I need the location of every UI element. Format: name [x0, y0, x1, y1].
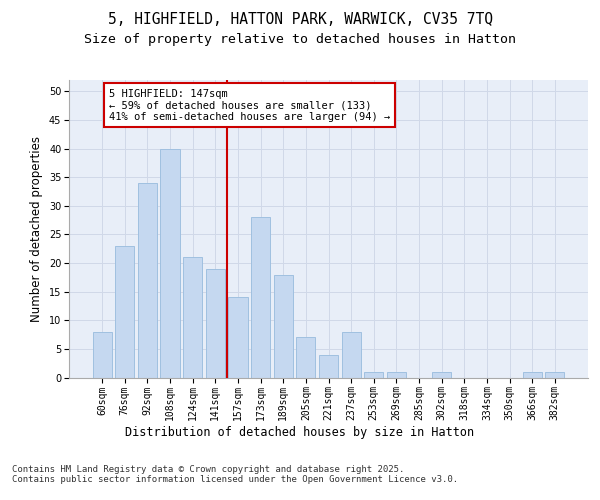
Bar — [387, 372, 406, 378]
Bar — [160, 148, 180, 378]
Bar — [319, 354, 338, 378]
Bar — [115, 246, 134, 378]
Bar — [432, 372, 451, 378]
Text: Size of property relative to detached houses in Hatton: Size of property relative to detached ho… — [84, 32, 516, 46]
Bar — [296, 338, 316, 378]
Text: 5, HIGHFIELD, HATTON PARK, WARWICK, CV35 7TQ: 5, HIGHFIELD, HATTON PARK, WARWICK, CV35… — [107, 12, 493, 28]
Bar — [341, 332, 361, 378]
Bar — [364, 372, 383, 378]
Text: Distribution of detached houses by size in Hatton: Distribution of detached houses by size … — [125, 426, 475, 439]
Bar — [523, 372, 542, 378]
Bar — [229, 298, 248, 378]
Bar — [274, 274, 293, 378]
Bar — [206, 269, 225, 378]
Y-axis label: Number of detached properties: Number of detached properties — [31, 136, 43, 322]
Text: 5 HIGHFIELD: 147sqm
← 59% of detached houses are smaller (133)
41% of semi-detac: 5 HIGHFIELD: 147sqm ← 59% of detached ho… — [109, 88, 390, 122]
Bar — [545, 372, 565, 378]
Bar — [92, 332, 112, 378]
Text: Contains HM Land Registry data © Crown copyright and database right 2025.
Contai: Contains HM Land Registry data © Crown c… — [12, 465, 458, 484]
Bar — [251, 218, 270, 378]
Bar — [138, 183, 157, 378]
Bar — [183, 258, 202, 378]
